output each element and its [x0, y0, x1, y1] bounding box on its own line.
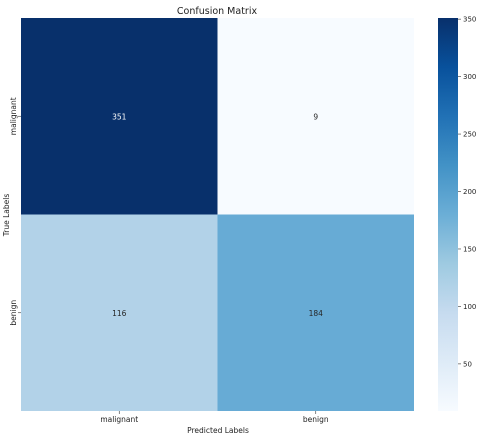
heatmap-cells — [21, 18, 414, 411]
cell-value-0-1: 9 — [313, 112, 318, 121]
cell-value-1-0: 116 — [112, 309, 127, 318]
colorbar-tick-label-0: 50 — [463, 360, 472, 368]
y-axis-label: True Labels — [2, 194, 11, 238]
x-axis-ticks: malignant benign — [100, 411, 329, 424]
colorbar-tick-label-2: 150 — [463, 245, 476, 253]
y-axis-ticks: malignant benign — [9, 97, 21, 326]
colorbar-tick-label-1: 100 — [463, 303, 476, 311]
colorbar-ticks: 50 100 150 200 250 300 350 — [458, 16, 476, 368]
colorbar-tick-label-5: 300 — [463, 73, 476, 81]
heatmap-cell-1-0 — [21, 214, 218, 411]
y-tick-label-1: benign — [9, 300, 18, 326]
cell-value-0-0: 351 — [112, 112, 127, 121]
colorbar-tick-label-3: 200 — [463, 188, 476, 196]
x-tick-label-1: benign — [303, 415, 329, 424]
x-tick-label-0: malignant — [100, 415, 138, 424]
colorbar-tick-label-6: 350 — [463, 16, 476, 24]
heatmap-cell-0-0 — [21, 18, 218, 215]
y-tick-label-0: malignant — [9, 97, 18, 135]
chart-title: Confusion Matrix — [177, 6, 258, 17]
heatmap-cell-0-1 — [217, 18, 414, 215]
heatmap-cell-labels: 351 9 116 184 — [112, 112, 323, 318]
cell-value-1-1: 184 — [309, 309, 324, 318]
colorbar — [438, 18, 458, 411]
heatmap-cell-1-1 — [217, 214, 414, 411]
colorbar-tick-label-4: 250 — [463, 131, 476, 139]
x-axis-label: Predicted Labels — [187, 426, 249, 435]
